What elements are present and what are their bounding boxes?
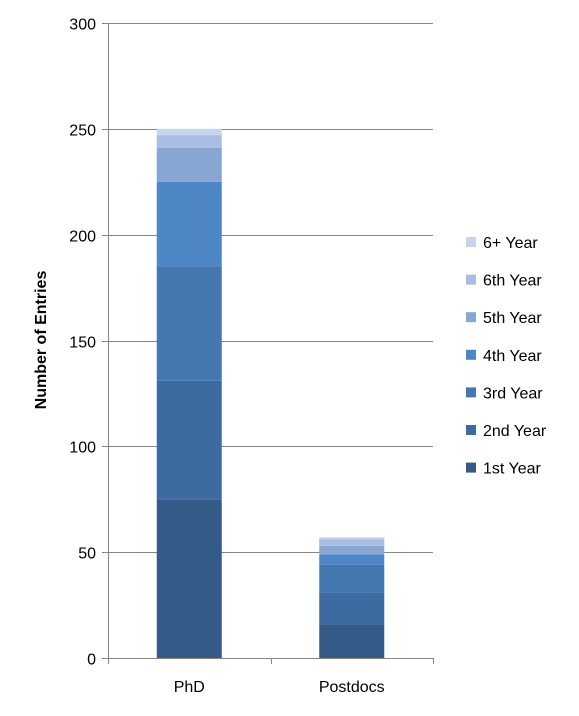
axes: 0 50 100 150 200 250 300 PhD Postdocs [69,17,434,696]
bar-segment [156,266,222,381]
bar-segment [319,539,385,546]
bar-segment [319,592,385,625]
x-tick-label: PhD [174,679,205,696]
x-tick-label: Postdocs [319,679,385,696]
bar-segment [319,564,385,593]
y-axis-label: Number of Entries [33,271,50,410]
legend-swatch [466,312,476,323]
bar-segment [156,135,222,148]
legend-swatch [466,425,476,435]
legend-label: 4th Year [483,348,542,365]
legend-swatch [466,462,476,473]
legend-swatch [466,274,476,285]
bar-segment [156,380,222,500]
y-tick-label: 150 [69,335,96,352]
legend: 6+ Year 6th Year 5th Year 4th Year 3rd Year 2… [466,235,547,478]
y-tick-label: 50 [78,546,96,563]
legend-label: 5th Year [483,310,542,327]
bar-segment [156,499,222,658]
bar-segment [319,554,385,565]
y-tick-label: 200 [69,229,96,246]
bar-segment [156,181,222,267]
legend-label: 3rd Year [483,385,543,402]
legend-label: 6+ Year [483,235,538,252]
legend-swatch [466,349,476,360]
bar-segment [156,147,222,182]
bar-segment [319,624,385,658]
bar-segment [319,537,385,540]
legend-swatch [466,237,476,247]
y-tick-label: 0 [87,652,96,669]
legend-swatch [466,387,476,398]
bar-segment [319,545,385,555]
legend-label: 6th Year [483,273,542,290]
bars [156,128,385,658]
bar-segment [156,128,222,136]
y-tick-label: 250 [69,123,96,140]
legend-label: 1st Year [483,461,542,478]
legend-label: 2nd Year [483,423,547,440]
y-tick-label: 100 [69,440,96,457]
y-tick-label: 300 [69,17,96,34]
